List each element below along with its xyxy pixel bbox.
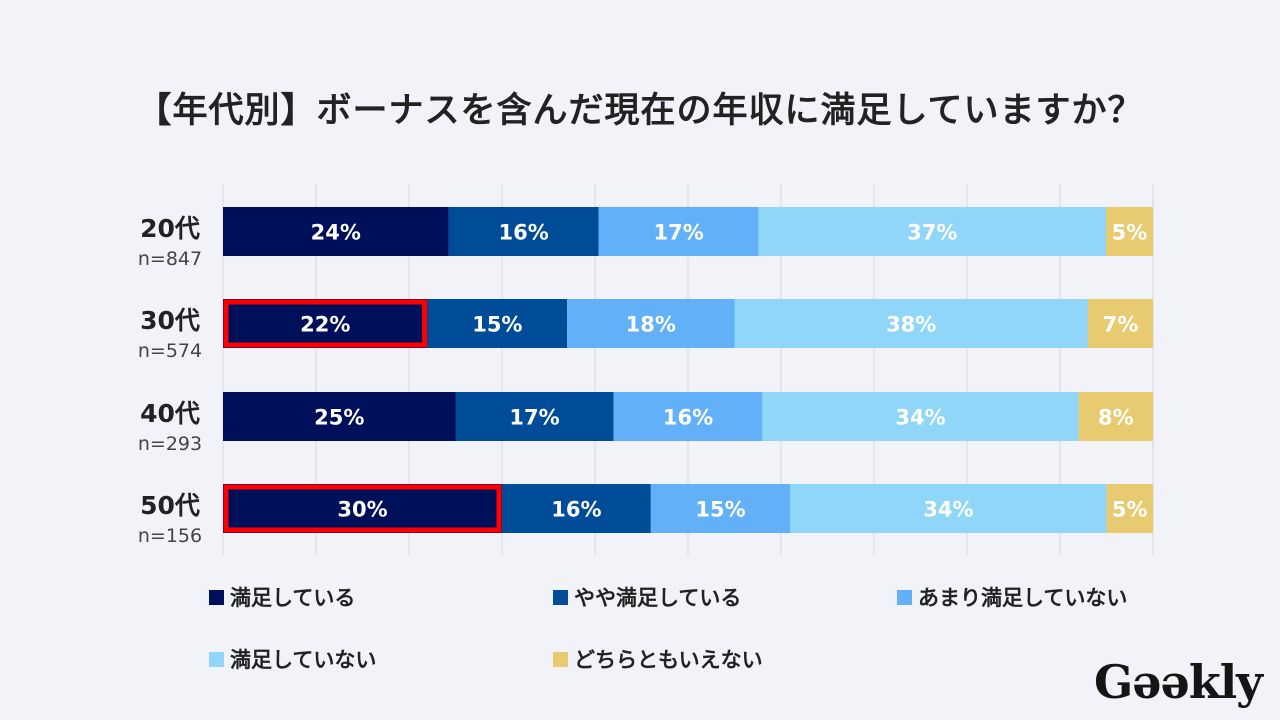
data-label: 34% [923, 498, 973, 522]
legend-item: 満足していない [209, 644, 376, 674]
data-label: 8% [1098, 406, 1134, 430]
data-label: 15% [472, 313, 522, 337]
bar-segment [223, 484, 502, 533]
sample-size-label: n=847 [138, 248, 202, 270]
data-label: 16% [498, 221, 548, 245]
legend-label: 満足している [230, 586, 356, 610]
bar-segment [223, 299, 428, 348]
category-label: 30代 [140, 306, 200, 335]
legend-swatch [897, 589, 912, 605]
highlight-box [223, 484, 502, 533]
legend-item: 満足している [209, 582, 355, 612]
bar-segment [223, 207, 449, 256]
bar-segment [567, 299, 735, 348]
legend-swatch [209, 651, 224, 667]
data-label: 25% [314, 406, 364, 430]
bar-segment [1087, 299, 1153, 348]
legend-item: やや満足している [553, 582, 741, 612]
data-label: 24% [311, 221, 361, 245]
bar-segment [455, 392, 614, 441]
bar-segment [1106, 484, 1153, 533]
data-label: 17% [509, 406, 559, 430]
geekly-logo: Gəəkly [1094, 655, 1263, 709]
data-label: 5% [1112, 221, 1148, 245]
bar-segment [598, 207, 759, 256]
legend-item: どちらともいえない [553, 644, 763, 674]
bar-segment [1078, 392, 1153, 441]
data-label: 30% [337, 498, 387, 522]
category-label: 40代 [140, 399, 200, 428]
legend-label: 満足していない [230, 648, 377, 672]
data-label: 34% [895, 406, 945, 430]
sample-size-label: n=293 [138, 433, 202, 455]
bar-segment [448, 207, 599, 256]
data-label: 16% [551, 498, 601, 522]
legend-label: やや満足している [574, 586, 742, 610]
bar-segment [613, 392, 763, 441]
bar-segment [758, 207, 1107, 256]
legend-label: どちらともいえない [574, 648, 763, 672]
bar-segment [762, 392, 1079, 441]
legend-swatch [209, 589, 224, 605]
chart-title: 【年代別】ボーナスを含んだ現在の年収に満足していますか？ [136, 91, 1144, 131]
bar-segment [427, 299, 568, 348]
bar-segment [734, 299, 1088, 348]
legend-swatch [553, 651, 568, 667]
data-label: 18% [626, 313, 676, 337]
bar-segment [790, 484, 1107, 533]
bar-segment [223, 392, 456, 441]
category-label: 50代 [140, 491, 200, 520]
data-label: 5% [1112, 498, 1148, 522]
bar-segment [502, 484, 651, 533]
sample-size-label: n=574 [138, 340, 202, 362]
data-label: 22% [300, 313, 350, 337]
legend-swatch [553, 589, 568, 605]
data-label: 37% [907, 221, 957, 245]
bar-segment [1106, 207, 1153, 256]
sample-size-label: n=156 [138, 525, 202, 547]
data-label: 38% [886, 313, 936, 337]
category-label: 20代 [140, 214, 200, 243]
data-label: 7% [1103, 313, 1139, 337]
data-label: 16% [663, 406, 713, 430]
data-label: 15% [695, 498, 745, 522]
highlight-box [223, 299, 428, 348]
bar-segment [650, 484, 791, 533]
data-label: 17% [653, 221, 703, 245]
legend-item: あまり満足していない [897, 582, 1127, 612]
legend-label: あまり満足していない [918, 586, 1128, 610]
